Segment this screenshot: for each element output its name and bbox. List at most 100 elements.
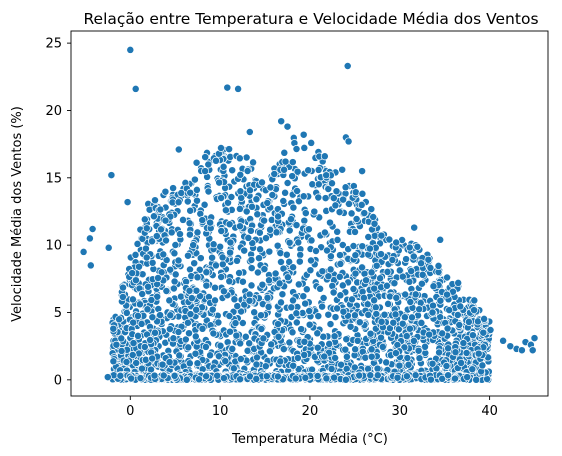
data-point-2439 [242, 207, 251, 216]
data-point-2301 [245, 339, 254, 348]
data-point-2518 [109, 324, 118, 333]
data-point-2016 [167, 228, 176, 237]
data-point-3083 [252, 374, 261, 383]
data-point-2545 [135, 300, 144, 309]
data-point-2560 [191, 332, 200, 341]
x-tick-label: 0 [126, 404, 134, 419]
data-point-2426 [142, 224, 151, 233]
data-point-3136 [528, 346, 537, 355]
data-point-2491 [377, 231, 386, 240]
data-point-2398 [324, 272, 333, 281]
data-point-2544 [245, 296, 254, 305]
data-point-2106 [240, 246, 249, 255]
data-point-608 [300, 216, 309, 225]
data-point-1607 [353, 336, 362, 345]
data-point-1390 [193, 359, 202, 368]
data-point-2430 [191, 349, 200, 358]
data-point-2053 [357, 200, 366, 209]
data-point-2989 [402, 372, 411, 381]
data-point-3080 [322, 374, 331, 383]
data-point-1864 [288, 158, 297, 167]
data-point-2456 [146, 336, 155, 344]
data-point-2116 [118, 293, 127, 301]
data-point-850 [280, 148, 289, 157]
data-point-1160 [307, 138, 316, 147]
data-point-2373 [426, 263, 435, 272]
data-point-2567 [468, 365, 477, 374]
data-point-2151 [252, 195, 261, 204]
data-point-2517 [349, 285, 358, 293]
data-point-1642 [212, 261, 220, 270]
data-point-2177 [278, 290, 287, 299]
data-point-1979 [349, 242, 358, 250]
data-point-2396 [166, 311, 175, 320]
data-point-227 [190, 259, 199, 268]
data-point-3093 [170, 371, 179, 380]
data-point-2259 [322, 171, 331, 180]
data-point-2014 [181, 335, 190, 344]
chart-title: Relação entre Temperatura e Velocidade M… [83, 10, 538, 28]
data-point-3106 [283, 122, 292, 131]
data-point-1762 [122, 308, 131, 317]
data-point-2346 [137, 319, 146, 328]
data-point-1252 [247, 255, 256, 264]
data-point-3117 [123, 198, 132, 207]
data-point-2274 [299, 192, 308, 201]
data-point-2455 [161, 216, 170, 225]
data-point-2206 [359, 293, 368, 302]
data-point-1923 [300, 337, 309, 346]
data-point-2180 [218, 260, 227, 269]
data-point-3085 [411, 371, 420, 380]
data-point-2592 [355, 318, 364, 327]
data-point-379 [228, 166, 237, 175]
data-point-3100 [126, 45, 135, 54]
data-point-3121 [358, 167, 367, 176]
data-point-3082 [426, 375, 435, 384]
data-point-2322 [327, 364, 336, 373]
data-point-1478 [390, 279, 399, 288]
data-point-2452 [301, 209, 310, 218]
data-point-2195 [196, 254, 205, 263]
data-point-1782 [369, 213, 378, 221]
data-point-2341 [310, 207, 319, 216]
data-point-2441 [370, 296, 379, 305]
data-point-2512 [209, 240, 218, 249]
data-point-2564 [342, 335, 351, 344]
data-point-1787 [376, 274, 385, 283]
data-point-1250 [237, 307, 246, 316]
data-point-2288 [289, 361, 298, 370]
data-point-2469 [358, 242, 367, 251]
data-point-2229 [337, 360, 346, 369]
data-point-2246 [367, 205, 376, 214]
data-point-2298 [405, 277, 414, 286]
data-point-3137 [470, 296, 479, 305]
data-point-2467 [283, 273, 292, 282]
data-point-1661 [208, 305, 217, 314]
data-point-2088 [297, 325, 306, 334]
data-point-1139 [328, 281, 337, 290]
data-point-2353 [156, 205, 165, 214]
data-point-2498 [169, 284, 178, 293]
data-point-728 [296, 250, 305, 259]
data-point-2596 [370, 219, 379, 228]
data-point-3123 [103, 373, 112, 382]
data-point-1566 [294, 238, 303, 247]
data-point-1208 [371, 303, 380, 312]
data-point-2538 [211, 296, 219, 305]
data-point-479 [300, 143, 309, 152]
data-point-2377 [398, 319, 407, 328]
data-point-3118 [436, 235, 445, 244]
plot-area [79, 45, 539, 384]
data-point-3120 [392, 238, 401, 247]
data-point-2140 [236, 339, 245, 348]
data-point-2448 [274, 320, 282, 329]
data-point-1874 [333, 227, 342, 236]
data-point-3113 [85, 234, 94, 243]
data-point-2197 [122, 358, 131, 366]
data-point-2267 [165, 325, 174, 334]
data-point-2302 [377, 333, 385, 342]
data-point-2085 [225, 312, 234, 320]
data-point-1041 [193, 196, 201, 205]
data-point-2565 [217, 227, 226, 235]
data-point-2060 [156, 311, 165, 320]
